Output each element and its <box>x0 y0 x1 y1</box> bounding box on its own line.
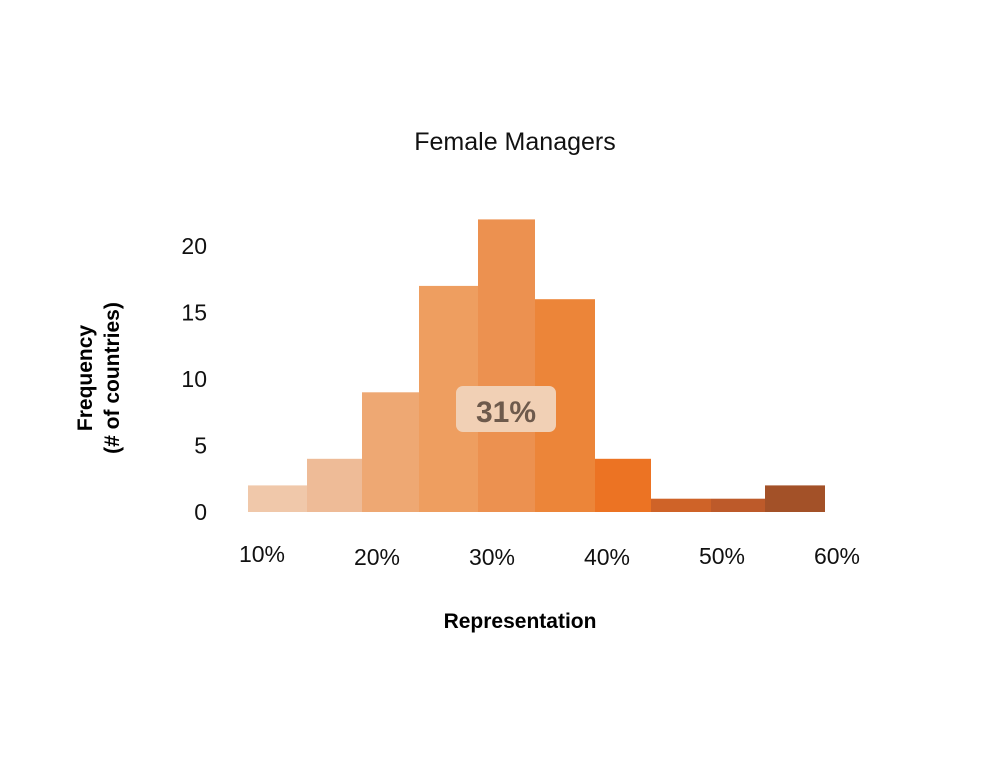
x-tick-label: 60% <box>814 543 860 569</box>
mean-callout-background <box>456 386 556 432</box>
chart-title: Female Managers <box>414 128 615 156</box>
histogram-bar-10 <box>765 485 825 512</box>
x-axis-ticks: 10% 20% 30% 40% 50% 60% <box>239 541 860 570</box>
histogram-bar-9 <box>711 498 765 512</box>
x-axis-label: Representation <box>444 610 597 633</box>
histogram-bar-2 <box>307 458 362 512</box>
y-axis-label-line1: Frequency <box>74 325 97 432</box>
histogram-bar-3 <box>362 392 419 512</box>
x-tick-label: 40% <box>584 544 630 570</box>
y-tick-label: 5 <box>194 433 207 459</box>
histogram-bar-1 <box>248 485 307 512</box>
histogram-bar-5 <box>478 219 535 512</box>
bars-group <box>248 219 825 512</box>
x-tick-label: 20% <box>354 544 400 570</box>
y-axis-ticks: 0 5 10 15 20 <box>181 233 207 525</box>
y-tick-label: 15 <box>181 300 207 326</box>
y-axis-label-line2: (# of countries) <box>101 302 124 454</box>
x-tick-label: 10% <box>239 541 285 567</box>
x-tick-label: 30% <box>469 544 515 570</box>
y-tick-label: 10 <box>181 366 207 392</box>
mean-callout-label: 31% <box>476 396 536 429</box>
x-tick-label: 50% <box>699 543 745 569</box>
y-tick-label: 0 <box>194 499 207 525</box>
histogram-bar-7 <box>595 458 651 512</box>
histogram-bar-8 <box>651 498 711 512</box>
mean-callout: 31% <box>456 386 556 432</box>
y-tick-label: 20 <box>181 233 207 259</box>
